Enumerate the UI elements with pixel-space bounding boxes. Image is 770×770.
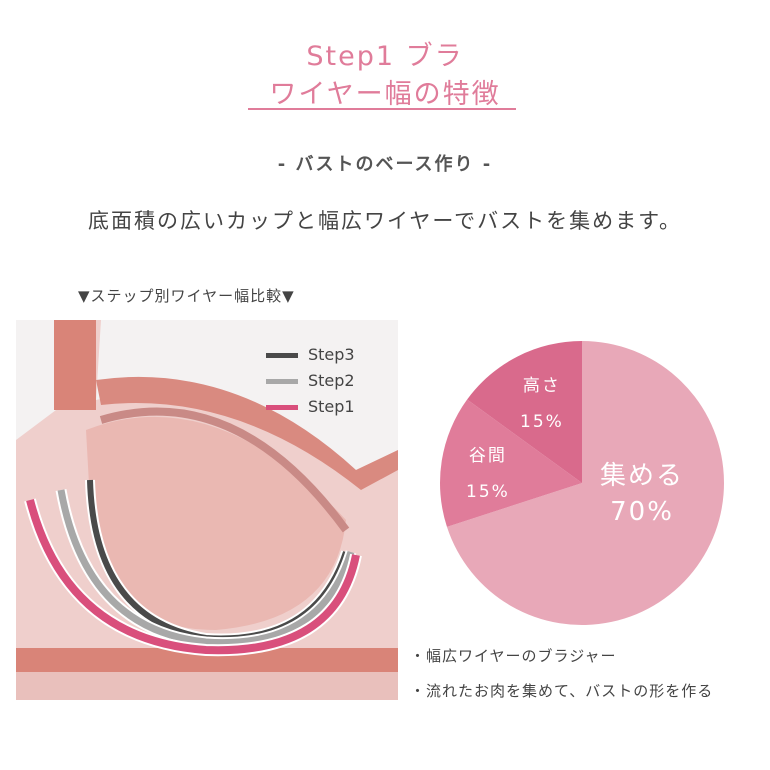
title-underline	[248, 108, 516, 110]
pie-slice-0	[446, 341, 724, 625]
subtitle: - バストのベース作り -	[277, 154, 493, 175]
slice-label-2: 高さ 15%	[520, 376, 564, 432]
bra-illustration	[16, 320, 398, 700]
legend-swatch	[266, 353, 298, 358]
slice-label-1: 谷間 15%	[466, 446, 510, 502]
note-1: ・幅広ワイヤーのブラジャー	[410, 647, 617, 665]
legend-swatch	[266, 379, 298, 384]
pie-slice-1	[440, 399, 582, 527]
pie-slice-2	[467, 341, 582, 483]
legend-step1: Step1	[266, 397, 355, 416]
legend-step3: Step3	[266, 345, 355, 364]
legend-swatch	[266, 405, 298, 410]
pie-chart	[440, 341, 724, 625]
note-2: ・流れたお肉を集めて、バストの形を作る	[410, 682, 714, 700]
bra-photo: Step3 Step2 Step1	[16, 320, 398, 700]
slice-label-0: 集める 70%	[600, 461, 685, 527]
comparison-label: ▼ステップ別ワイヤー幅比較▼	[78, 287, 295, 305]
title-line-2: ワイヤー幅の特徴	[269, 79, 501, 110]
legend-step2: Step2	[266, 371, 355, 390]
lead-text: 底面積の広いカップと幅広ワイヤーでバストを集めます。	[87, 209, 682, 233]
title-line-1: Step1 ブラ	[306, 41, 464, 72]
